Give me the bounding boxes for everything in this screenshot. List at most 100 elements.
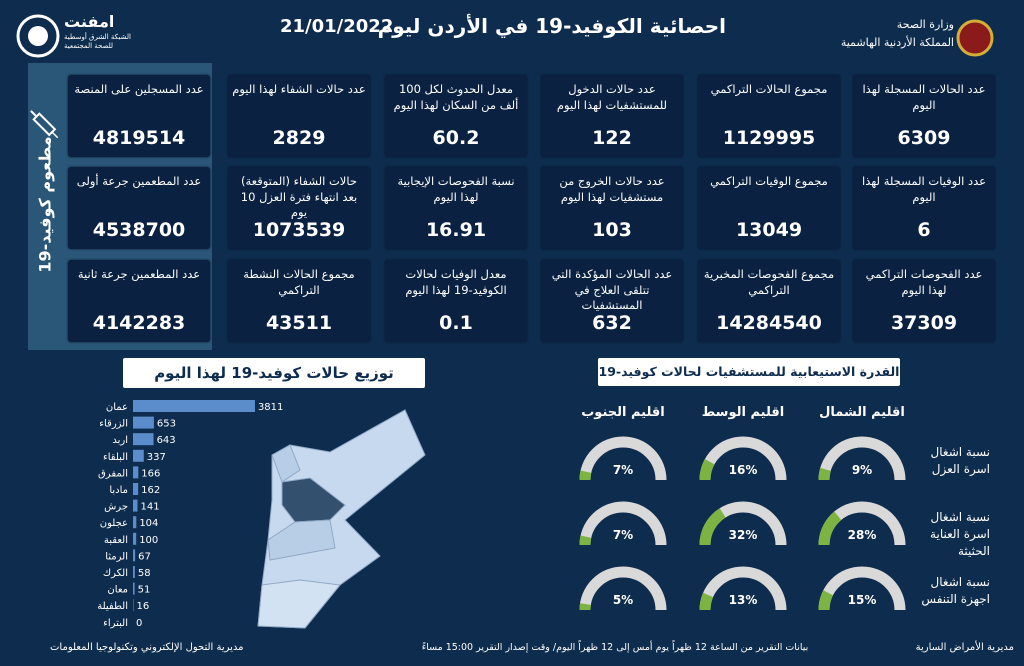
stat-value: 122 — [592, 127, 632, 149]
syringe-icon — [30, 110, 59, 139]
logo-mark — [28, 26, 48, 46]
stat-value: 4819514 — [92, 127, 186, 149]
category-label: الزرقاء — [99, 419, 128, 430]
bar — [133, 433, 154, 446]
vaccination-title: مطعوم كوفيد-19 — [35, 136, 55, 273]
gauge-value: 15% — [848, 593, 877, 607]
category-label: الرمثا — [105, 551, 128, 562]
metric-label: نسبة اشغال اسرة العزل — [930, 445, 990, 476]
stat-label: عدد الحالات المسجلة لهذا اليوم — [862, 82, 986, 112]
stat-card: معدل الحدوث لكل 100 ألف من السكان لهذا ا… — [385, 75, 527, 157]
stat-label: حالات الشفاء (المتوقعة) بعد انتهاء فترة … — [240, 174, 358, 220]
stat-value: 1129995 — [722, 127, 816, 149]
ministry: وزارة الصحة — [896, 18, 954, 31]
footer-center: بيانات التقرير من الساعة 12 ظهراً يوم أم… — [421, 642, 809, 653]
stat-value: 4538700 — [92, 219, 186, 241]
title-box — [598, 358, 900, 386]
gauge-fill — [579, 535, 592, 546]
category-label: عجلون — [100, 518, 128, 529]
value-label: 337 — [147, 452, 166, 463]
gauge-fill — [699, 459, 715, 481]
bar — [133, 466, 139, 479]
kingdom: المملكة الأردنية الهاشمية — [840, 36, 954, 49]
gauge-value: 7% — [613, 528, 633, 542]
stat-value: 632 — [592, 312, 632, 334]
value-label: 51 — [138, 585, 151, 596]
category-label: مادبا — [109, 485, 128, 496]
stat-label: عدد الفحوصات التراكمي لهذا اليوم — [865, 267, 983, 297]
bar — [133, 400, 255, 412]
stat-value: 4142283 — [92, 312, 186, 334]
stat-value: 103 — [592, 219, 632, 241]
category-label: البلقاء — [103, 452, 128, 463]
coat-of-arms — [956, 19, 994, 57]
stat-card: عدد حالات الخروج من مستشفيات لهذا اليوم 1… — [541, 167, 683, 249]
bar — [133, 599, 134, 612]
stat-label: معدل الحدوث لكل 100 ألف من السكان لهذا ا… — [393, 82, 519, 112]
stat-card: مجموع الفحوصات المخبرية التراكمي 14284540 — [698, 260, 840, 342]
bar — [133, 483, 139, 495]
category-label: العقبة — [104, 535, 128, 546]
stat-card: عدد المطعمين جرعة ثانية 4142283 — [68, 260, 210, 342]
stat-card: عدد الحالات المؤكدة التي تتلقى العلاج في… — [541, 260, 683, 342]
stat-value: 13049 — [735, 219, 803, 241]
stat-value: 37309 — [890, 312, 958, 334]
report-date: 21/01/2022 — [280, 16, 394, 37]
stat-label: عدد المسجلين على المنصة — [74, 82, 204, 96]
stat-value: 6309 — [897, 127, 951, 149]
metric-label: نسبة اشغال اسرة العناية الحثيثة — [930, 510, 990, 558]
gauge-fill — [579, 470, 592, 481]
title-box — [123, 358, 425, 388]
stat-label: عدد حالات الشفاء لهذا اليوم — [232, 82, 366, 96]
stat-card: مجموع الوفيات التراكمي 13049 — [698, 167, 840, 249]
value-label: 141 — [141, 502, 160, 513]
stat-card: عدد الحالات المسجلة لهذا اليوم 6309 — [853, 75, 995, 157]
value-label: 166 — [141, 468, 160, 479]
stat-label: عدد الوفيات المسجلة لهذا اليوم — [862, 174, 986, 204]
stat-label: مجموع الفحوصات المخبرية التراكمي — [703, 267, 835, 297]
stat-label: مجموع الوفيات التراكمي — [710, 174, 828, 188]
stat-label: مجموع الحالات التراكمي — [710, 82, 828, 96]
bar — [133, 499, 138, 512]
stat-label: نسبة الفحوصات الإيجابية لهذا اليوم — [397, 174, 515, 204]
stat-card: عدد المسجلين على المنصة 4819514 — [68, 75, 210, 157]
page-title: احصائية الكوفيد-19 في الأردن ليوم — [377, 14, 726, 38]
region-label: اقليم الشمال — [819, 405, 905, 420]
category-label: معان — [107, 585, 128, 596]
stat-value: 2829 — [272, 127, 326, 149]
stat-label: عدد المطعمين جرعة أولى — [76, 174, 202, 188]
bar — [133, 549, 136, 562]
value-label: 643 — [157, 435, 176, 446]
stat-card: عدد الفحوصات التراكمي لهذا اليوم 37309 — [853, 260, 995, 342]
gauge-value: 7% — [613, 463, 633, 477]
bar — [133, 532, 137, 545]
stat-card: عدد حالات الشفاء لهذا اليوم 2829 — [228, 75, 370, 157]
bar — [133, 449, 144, 462]
stat-value: 1073539 — [252, 219, 346, 241]
stat-label: عدد الحالات المؤكدة التي تتلقى العلاج في… — [551, 267, 673, 313]
footer-left: مديرية التحول الإلكتروني وتكنولوجيا المع… — [50, 642, 244, 653]
gauge-value: 5% — [613, 593, 633, 607]
jordan-map — [257, 409, 426, 629]
category-label: البتراء — [103, 618, 128, 629]
gauge-track — [699, 566, 787, 611]
stat-card: عدد حالات الدخول للمستشفيات لهذا اليوم 12… — [541, 75, 683, 157]
stat-card: حالات الشفاء (المتوقعة) بعد انتهاء فترة … — [228, 167, 370, 249]
category-label: عمان — [106, 402, 128, 413]
category-label: الكرك — [103, 568, 128, 579]
stat-label: معدل الوفيات لحالات الكوفيد-19 لهذا اليو… — [405, 267, 507, 297]
stat-card: عدد الوفيات المسجلة لهذا اليوم 6 — [853, 167, 995, 249]
gauge-fill — [818, 590, 834, 611]
stat-card: مجموع الحالات التراكمي 1129995 — [698, 75, 840, 157]
chart-title: القدرة الاستيعابية للمستشفيات لحالات كوف… — [599, 364, 900, 379]
stat-label: مجموع الحالات النشطة التراكمي — [243, 267, 355, 297]
gauge-fill — [699, 592, 714, 611]
value-label: 58 — [138, 568, 151, 579]
gauge-track — [818, 436, 906, 481]
metric-label: نسبة اشغال اجهزة التنفس — [921, 575, 990, 606]
value-label: 104 — [139, 518, 158, 529]
stat-card: مجموع الحالات النشطة التراكمي 43511 — [228, 260, 370, 342]
category-label: المفرق — [98, 468, 128, 479]
stat-card: نسبة الفحوصات الإيجابية لهذا اليوم 16.91 — [385, 167, 527, 249]
